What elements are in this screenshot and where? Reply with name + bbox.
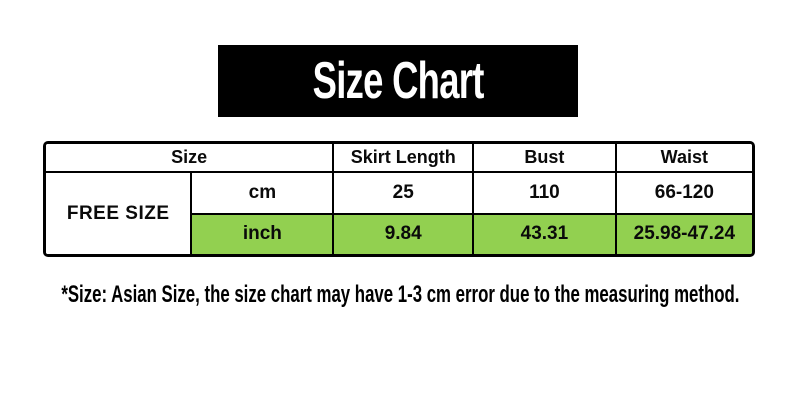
unit-cm-cell: cm xyxy=(190,171,335,215)
header-size: Size xyxy=(46,144,335,173)
size-table: Size Skirt Length Bust Waist FREE SIZE c… xyxy=(43,141,755,257)
skirt-length-inch-value: 9.84 xyxy=(332,212,475,254)
waist-inch-value: 25.98-47.24 xyxy=(614,212,752,254)
header-waist: Waist xyxy=(614,144,752,173)
title-banner: Size Chart xyxy=(218,45,578,117)
table-row-cm: FREE SIZE cm 25 110 66-120 xyxy=(46,171,752,254)
waist-cm-value: 66-120 xyxy=(614,171,752,215)
header-skirt-length: Skirt Length xyxy=(332,144,475,173)
table-header-row: Size Skirt Length Bust Waist xyxy=(46,144,752,173)
skirt-length-cm-value: 25 xyxy=(332,171,475,215)
size-table-grid: Size Skirt Length Bust Waist FREE SIZE c… xyxy=(46,144,752,254)
unit-inch-cell: inch xyxy=(190,212,335,254)
free-size-cell: FREE SIZE xyxy=(46,171,193,254)
page-title: Size Chart xyxy=(312,52,484,110)
size-note: *Size: Asian Size, the size chart may ha… xyxy=(60,281,740,308)
bust-inch-value: 43.31 xyxy=(472,212,617,254)
table-row-inch: inch 9.84 43.31 25.98-47.24 xyxy=(46,212,752,254)
size-note-container: *Size: Asian Size, the size chart may ha… xyxy=(0,281,800,309)
bust-cm-value: 110 xyxy=(472,171,617,215)
header-bust: Bust xyxy=(472,144,617,173)
